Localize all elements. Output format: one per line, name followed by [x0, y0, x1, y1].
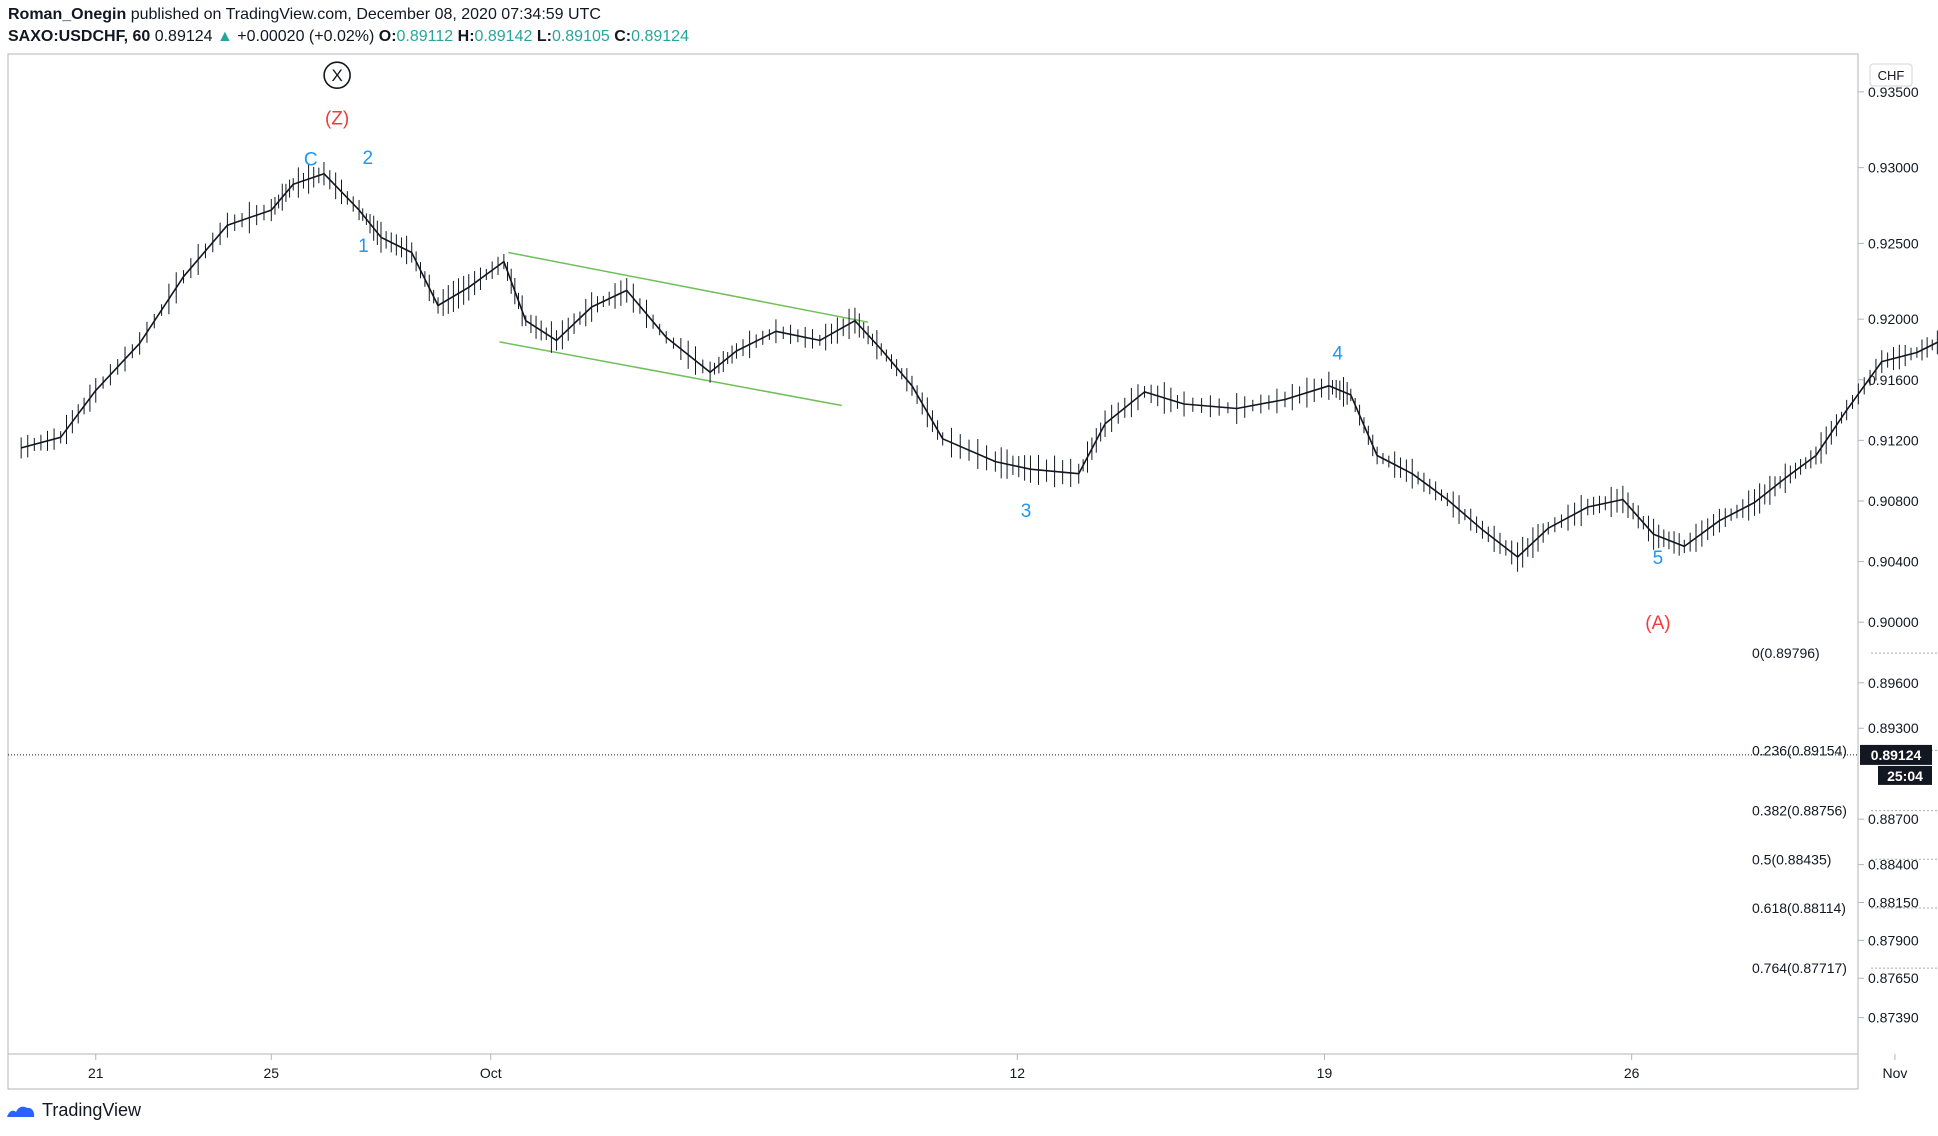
last-price: 0.89124 [154, 28, 213, 45]
currency-label: CHF [1878, 68, 1905, 83]
price-tick-label: 0.91200 [1868, 432, 1919, 448]
wave-label: 3 [1021, 501, 1032, 522]
close-label: C: [614, 28, 632, 45]
symbol-legend: SAXO:USDCHF, 60 0.89124 ▲ +0.00020 (+0.0… [8, 28, 689, 46]
open-value: 0.89112 [396, 28, 454, 45]
time-tick-label: 25 [264, 1065, 280, 1081]
time-tick-label: 12 [1010, 1065, 1026, 1081]
price-tick-label: 0.89600 [1868, 675, 1919, 691]
price-tick-label: 0.90000 [1868, 614, 1919, 630]
countdown-badge [1878, 765, 1932, 785]
time-axis[interactable]: 2125Oct121926Nov91623Dec71421 [88, 1054, 1938, 1081]
price-change: +0.00020 (+0.02%) [237, 28, 375, 45]
fib-retracement[interactable]: 0(0.89796) 0.236(0.89154) 0.382(0.88756) 0.… [8, 645, 1938, 976]
open-label: O: [378, 28, 397, 45]
change-arrow-icon: ▲ [217, 28, 233, 45]
time-tick-label: Nov [1882, 1065, 1907, 1081]
price-tick-label: 0.88150 [1868, 894, 1919, 910]
currency-badge[interactable]: CHF [1869, 63, 1913, 87]
last-price-badge-text: 0.89124 [1871, 747, 1922, 763]
fib-level-label: 0.5(0.88435) [1752, 851, 1831, 867]
wave-label: (A) [1645, 613, 1670, 634]
wave-labels: X(Z)C21435(A)AbacB(B)C2ii1iiviii4v35(C)Z… [304, 61, 1671, 634]
price-tick-label: 0.92000 [1868, 311, 1919, 327]
close-value: 0.89124 [631, 28, 689, 45]
wave-label: 2 [363, 148, 374, 169]
tradingview-logo[interactable]: TradingView [6, 1100, 141, 1121]
fib-level-label: 0(0.89796) [1752, 645, 1820, 661]
wave-label: 4 [1332, 343, 1343, 364]
high-value: 0.89142 [474, 28, 533, 45]
price-tick-label: 0.87900 [1868, 932, 1919, 948]
symbol-name[interactable]: SAXO:USDCHF, 60 [8, 28, 151, 45]
time-tick-label: 21 [88, 1065, 104, 1081]
wave-label: (Z) [325, 109, 349, 130]
price-tick-label: 0.88400 [1868, 857, 1919, 873]
fib-level-label: 0.382(0.88756) [1752, 803, 1847, 819]
price-tick-label: 0.90800 [1868, 493, 1919, 509]
price-axis[interactable]: 0.93500 0.93000 0.92500 0.92000 0.91600 0.912… [1858, 84, 1932, 1026]
time-tick-label: 19 [1317, 1065, 1333, 1081]
channel-lower-line [499, 341, 842, 407]
price-tick-label: 0.87390 [1868, 1010, 1919, 1026]
wave-label: X [331, 66, 342, 85]
wave-label: C [304, 150, 318, 171]
fib-level-label: 0.618(0.88114) [1752, 900, 1846, 916]
price-tick-label: 0.92500 [1868, 235, 1919, 251]
price-line [20, 172, 1938, 558]
price-tick-label: 0.89300 [1868, 720, 1919, 736]
published-text: published on TradingView.com, December 0… [130, 6, 601, 23]
last-price-badge [1860, 744, 1932, 765]
price-tick-label: 0.93500 [1868, 84, 1919, 100]
price-tick-label: 0.93000 [1868, 160, 1919, 176]
price-tick-label: 0.87650 [1868, 970, 1919, 986]
price-tick-label: 0.91600 [1868, 372, 1919, 388]
price-series [20, 161, 1938, 572]
wave-label-circle [323, 61, 351, 90]
fib-level-label: 0.764(0.87717) [1752, 960, 1847, 976]
low-label: L: [536, 28, 552, 45]
wave-label: 5 [1653, 548, 1664, 569]
brand-text: TradingView [42, 1100, 142, 1120]
wave-label: 1 [358, 236, 369, 257]
fib-level-label: 0.236(0.89154) [1752, 742, 1847, 758]
channel-upper-line [508, 251, 869, 323]
publish-info: Roman_Onegin published on TradingView.co… [8, 6, 601, 24]
price-tick-label: 0.90400 [1868, 554, 1919, 570]
price-tick-label: 0.88700 [1868, 811, 1919, 827]
time-tick-label: Oct [480, 1065, 502, 1081]
countdown-text: 25:04 [1887, 768, 1923, 784]
time-tick-label: 26 [1624, 1065, 1640, 1081]
low-value: 0.89105 [551, 28, 610, 45]
tradingview-icon [7, 1106, 35, 1117]
channel-lines [499, 251, 869, 407]
high-label: H: [457, 28, 475, 45]
plot-frame [7, 53, 1859, 1090]
author-name[interactable]: Roman_Onegin [8, 6, 127, 23]
